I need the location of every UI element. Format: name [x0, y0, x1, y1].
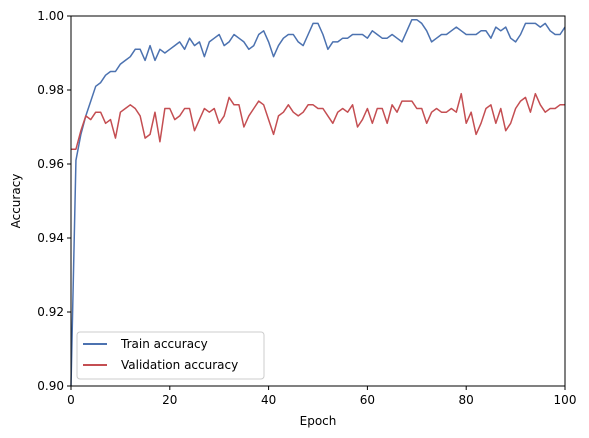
plot-frame — [70, 15, 566, 387]
legend: Train accuracy Validation accuracy — [76, 331, 265, 380]
y-tick-label: 0.98 — [37, 83, 64, 97]
series-layer — [70, 18, 566, 387]
plot-area — [71, 16, 565, 386]
y-axis-label: Accuracy — [9, 174, 23, 229]
y-axis-ticks: 0.90 0.92 0.94 0.96 0.98 1.00 — [37, 9, 71, 393]
x-tick-label: 100 — [554, 393, 577, 407]
series-line-train — [70, 18, 566, 387]
y-tick-label: 0.96 — [37, 157, 64, 171]
x-tick-label: 20 — [162, 393, 177, 407]
legend-label-validation: Validation accuracy — [121, 358, 238, 372]
x-tick-label: 60 — [360, 393, 375, 407]
series-line-validation — [71, 92, 565, 150]
x-axis-label: Epoch — [300, 414, 337, 428]
legend-box — [76, 331, 265, 380]
legend-label-train: Train accuracy — [120, 337, 208, 351]
x-tick-label: 40 — [261, 393, 276, 407]
y-tick-label: 1.00 — [37, 9, 64, 23]
y-tick-label: 0.94 — [37, 231, 64, 245]
x-tick-label: 80 — [459, 393, 474, 407]
y-tick-label: 0.92 — [37, 305, 64, 319]
x-axis-ticks: 0 20 40 60 80 100 — [67, 386, 576, 407]
x-tick-label: 0 — [67, 393, 75, 407]
y-tick-label: 0.90 — [37, 379, 64, 393]
